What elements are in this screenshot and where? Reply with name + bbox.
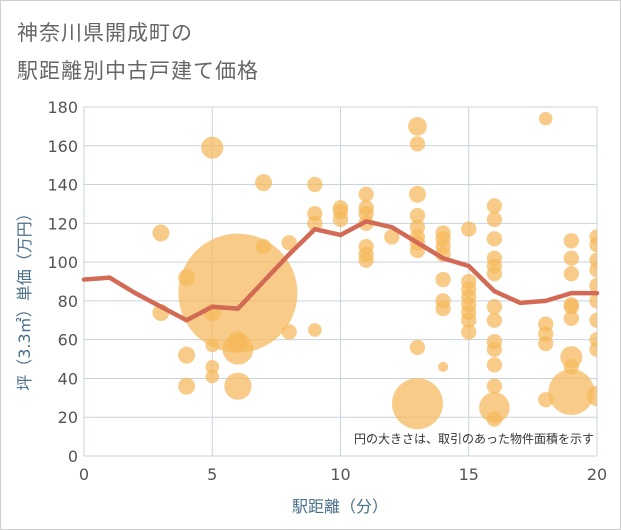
annotation-note: 円の大きさは、取引のあった物件面積を示す bbox=[354, 431, 594, 446]
bubble-point bbox=[308, 323, 322, 337]
y-tick-label: 100 bbox=[47, 253, 78, 272]
bubble-point bbox=[589, 277, 597, 294]
bubble-point bbox=[486, 198, 503, 214]
bubble-point bbox=[178, 269, 196, 287]
bubble-point bbox=[227, 331, 249, 352]
bubble-point bbox=[589, 262, 597, 278]
bubble-layer bbox=[152, 111, 597, 430]
bubble-point bbox=[486, 378, 503, 394]
x-tick-label: 0 bbox=[79, 465, 89, 484]
bubble-point bbox=[486, 312, 503, 328]
y-tick-label: 120 bbox=[47, 214, 78, 233]
bubble-point bbox=[358, 252, 374, 268]
bubble-point bbox=[461, 312, 477, 328]
chart-title-line1: 神奈川県開成町の bbox=[17, 21, 193, 45]
bubble-point bbox=[589, 293, 597, 309]
bubble-point bbox=[391, 378, 443, 430]
bubble-point bbox=[152, 224, 170, 242]
y-tick-label: 60 bbox=[58, 331, 78, 350]
x-tick-label: 5 bbox=[207, 465, 217, 484]
bubble-point bbox=[409, 207, 426, 224]
bubble-point bbox=[548, 369, 595, 415]
bubble-point bbox=[307, 176, 323, 193]
y-axis-title: 坪（3.3㎡）単価（万円） bbox=[15, 205, 34, 390]
x-axis-title: 駅距離（分） bbox=[292, 497, 388, 516]
bubble-point bbox=[307, 215, 323, 231]
bubble-point bbox=[408, 185, 426, 203]
bubble-point bbox=[408, 117, 427, 136]
bubble-point bbox=[479, 392, 510, 423]
bubble-point bbox=[461, 221, 477, 237]
bubble-point bbox=[486, 231, 503, 247]
bubble-point bbox=[461, 324, 477, 340]
bubble-point bbox=[332, 211, 349, 228]
y-tick-label: 180 bbox=[47, 98, 78, 117]
bubble-point bbox=[486, 357, 503, 373]
bubble-point bbox=[205, 338, 220, 353]
bubble-point bbox=[384, 229, 400, 245]
line-layer bbox=[81, 219, 600, 323]
bubble-point bbox=[281, 324, 297, 340]
bubble-point bbox=[589, 237, 597, 253]
bubble-point bbox=[201, 136, 224, 159]
bubble-point bbox=[563, 310, 579, 326]
y-tick-label: 40 bbox=[58, 369, 78, 388]
bubble-point bbox=[409, 339, 426, 356]
bubble-point bbox=[178, 233, 298, 353]
bubble-point bbox=[409, 136, 426, 152]
bubble-point bbox=[178, 346, 196, 364]
x-tick-label: 15 bbox=[459, 465, 479, 484]
bubble-point bbox=[563, 266, 579, 282]
y-tick-label: 140 bbox=[47, 176, 78, 195]
bubble-point bbox=[438, 361, 449, 372]
bubble-point bbox=[538, 335, 554, 352]
bubble-point bbox=[281, 235, 297, 251]
chart-title-line2: 駅距離別中古戸建て価格 bbox=[17, 59, 259, 83]
bubble-point bbox=[486, 411, 503, 427]
bubble-point bbox=[205, 369, 220, 384]
average-price-line bbox=[81, 219, 600, 323]
bubble-point bbox=[224, 372, 252, 400]
bubble-point bbox=[486, 211, 503, 228]
bubble-point bbox=[435, 300, 451, 317]
y-tick-label: 80 bbox=[58, 292, 78, 311]
y-tick-label: 20 bbox=[58, 408, 78, 427]
bubble-point bbox=[358, 186, 374, 202]
bubble-point bbox=[178, 377, 196, 395]
bubble-point bbox=[205, 360, 220, 374]
bubble-point bbox=[589, 312, 597, 328]
bubble-point bbox=[563, 359, 579, 375]
bubble-point bbox=[586, 385, 597, 407]
x-tick-label: 10 bbox=[330, 465, 350, 484]
bubble-point bbox=[255, 238, 272, 255]
y-tick-label: 160 bbox=[47, 137, 78, 156]
bubble-point bbox=[589, 341, 597, 358]
bubble-point bbox=[486, 266, 503, 282]
y-tick-label: 0 bbox=[68, 447, 78, 466]
bubble-point bbox=[255, 174, 273, 192]
bubble-point bbox=[435, 271, 451, 288]
bubble-point bbox=[486, 341, 503, 358]
bubble-point bbox=[486, 299, 503, 315]
x-tick-label: 20 bbox=[587, 465, 607, 484]
bubble-point bbox=[563, 233, 579, 249]
bubble-point bbox=[538, 392, 554, 408]
bubble-point bbox=[563, 250, 579, 266]
bubble-point bbox=[538, 111, 553, 126]
bubble-point bbox=[563, 299, 579, 315]
tick-labels: 0 20 40 60 80 100 120 140 160 180 0 5 10 15 20 bbox=[47, 98, 607, 484]
